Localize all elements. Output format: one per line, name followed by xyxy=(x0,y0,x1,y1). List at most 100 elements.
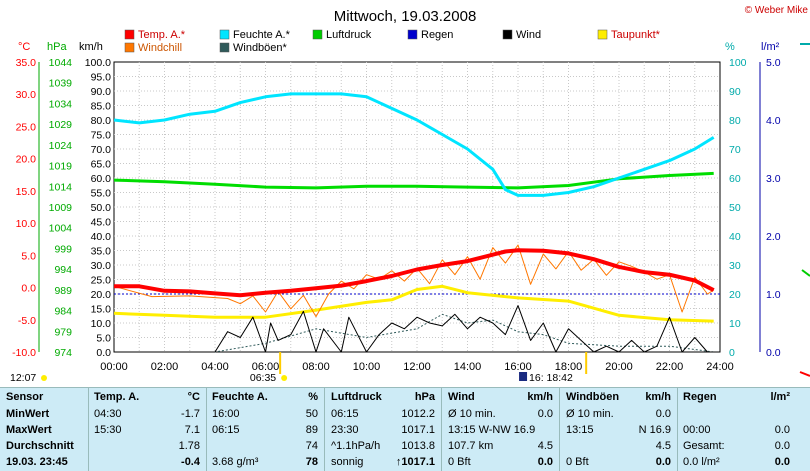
table-row-label: MinWert xyxy=(6,408,50,420)
table-cell-value: 74 xyxy=(305,440,318,452)
time-tick-label: 24:00 xyxy=(706,361,734,373)
pressure-tick-label: 979 xyxy=(54,326,72,338)
table-cell-time: 06:15 xyxy=(331,408,359,420)
wind-tick-label: 35.0 xyxy=(91,246,112,258)
table-header-unit: hPa xyxy=(414,391,435,403)
table-cell-time: 06:15 xyxy=(212,424,240,436)
rain-tick-label: 4.0 xyxy=(766,115,781,127)
left-time-label: 12:07 xyxy=(10,372,36,384)
table-cell-time: 107.7 km xyxy=(448,440,494,452)
time-tick-label: 04:00 xyxy=(201,361,229,373)
sun-time-bar: 12:07 06:35 16: 18:42 xyxy=(10,352,588,384)
table-cell-time: 13:15 xyxy=(566,424,594,436)
time-tick-label: 00:00 xyxy=(100,361,128,373)
table-cell-time: Gesamt: xyxy=(683,440,725,452)
rain-tick-label: 2.0 xyxy=(766,231,781,243)
temp-tick-label: 0.0 xyxy=(21,283,36,295)
wind-tick-label: 95.0 xyxy=(91,72,112,84)
wind-tick-label: 50.0 xyxy=(91,202,112,214)
table-cell-value: 1017.1 xyxy=(401,424,435,436)
pressure-axis-unit: hPa xyxy=(47,41,67,53)
wind-tick-label: 100.0 xyxy=(85,57,111,69)
table-cell-value: 50 xyxy=(305,408,318,420)
wind-tick-label: 25.0 xyxy=(91,275,112,287)
table-cell-value: 0.0 xyxy=(537,456,553,468)
pressure-tick-label: 1039 xyxy=(49,78,73,90)
legend-label: Luftdruck xyxy=(326,29,372,41)
pressure-tick-label: 1004 xyxy=(49,223,73,235)
edge-mark xyxy=(799,371,810,377)
table-cell-time: sonnig xyxy=(331,456,364,468)
pressure-tick-label: 1024 xyxy=(49,140,73,152)
temp-tick-label: 30.0 xyxy=(16,89,37,101)
table-header-unit: °C xyxy=(187,391,200,403)
table-cell-value: 1.78 xyxy=(178,440,200,452)
sunset-label: 16: 18:42 xyxy=(529,372,573,384)
wind-tick-label: 10.0 xyxy=(91,318,112,330)
series-line-temp-a xyxy=(114,248,715,298)
table-cell-value: 78 xyxy=(305,456,318,468)
table-cell-time: Ø 10 min. xyxy=(448,408,496,420)
axis-unit-headers: °C hPa km/h% l/m² xyxy=(18,41,780,53)
legend-swatch xyxy=(502,29,513,40)
table-header: Wind xyxy=(448,391,475,403)
pressure-tick-label: 984 xyxy=(54,306,72,318)
table-cell-value: 89 xyxy=(305,424,318,436)
table-header: Luftdruck xyxy=(331,391,382,403)
legend-label: Wind xyxy=(516,29,541,41)
wind-tick-label: 70.0 xyxy=(91,144,112,156)
x-axis-ticks: 00:00 02:00 04:00 06:00 08:00 10:00 12:00 14:00… xyxy=(100,361,734,373)
table-cell-value: 0.0 xyxy=(774,424,790,436)
wind-tick-label: 60.0 xyxy=(91,173,112,185)
table-cell-value: 1013.8 xyxy=(401,440,435,452)
legend-swatch xyxy=(219,42,230,53)
humidity-tick-label: 0 xyxy=(729,347,735,359)
table-cell-time: 0.0 l/m² xyxy=(683,456,720,468)
table-column-separator xyxy=(559,387,560,471)
table-column-separator xyxy=(88,387,89,471)
table-cell-time: 13:15 W-NW 16.9 xyxy=(448,424,536,436)
table-cell-value: 7.1 xyxy=(184,424,200,436)
pressure-tick-label: 994 xyxy=(54,264,72,276)
humidity-axis-unit: % xyxy=(725,41,735,53)
pressure-tick-label: 999 xyxy=(54,243,72,255)
table-header: Sensor xyxy=(6,391,44,403)
wind-tick-label: 30.0 xyxy=(91,260,112,272)
right-edge-strip xyxy=(799,43,810,377)
temp-tick-label: 10.0 xyxy=(16,218,37,230)
edge-mark xyxy=(801,269,810,277)
time-tick-label: 12:00 xyxy=(403,361,431,373)
table-cell-value: 0.0 xyxy=(655,408,671,420)
table-header-unit: km/h xyxy=(527,391,553,403)
table-cell-time: 0 Bft xyxy=(448,456,471,468)
wind-tick-label: 85.0 xyxy=(91,101,112,113)
time-tick-label: 06:00 xyxy=(252,361,280,373)
legend-label: Taupunkt* xyxy=(611,29,661,41)
rain-tick-label: 1.0 xyxy=(766,289,781,301)
legend-label: Windböen* xyxy=(233,42,288,54)
legend-swatch xyxy=(407,29,418,40)
table-cell-value: ↑1017.1 xyxy=(395,456,435,468)
wind-tick-label: 45.0 xyxy=(91,217,112,229)
pressure-tick-label: 974 xyxy=(54,347,72,359)
humidity-tick-label: 40 xyxy=(729,231,741,243)
legend-swatch xyxy=(124,42,135,53)
humidity-tick-label: 100 xyxy=(729,57,747,69)
table-header: Windböen xyxy=(566,391,620,403)
wind-tick-label: 75.0 xyxy=(91,130,112,142)
table-row-label: 19.03. 23:45 xyxy=(6,456,68,468)
wind-tick-label: 55.0 xyxy=(91,188,112,200)
table-cell-value: N 16.9 xyxy=(638,424,671,436)
legend-label: Windchill xyxy=(138,42,182,54)
wind-tick-label: 20.0 xyxy=(91,289,112,301)
humidity-tick-label: 10 xyxy=(729,318,741,330)
wind-tick-label: 80.0 xyxy=(91,115,112,127)
series-line-feuchte-a xyxy=(113,92,715,197)
wind-tick-label: 15.0 xyxy=(91,304,112,316)
table-cell-time: 00:00 xyxy=(683,424,711,436)
legend-label: Feuchte A.* xyxy=(233,29,291,41)
wind-axis-unit: km/h xyxy=(79,41,103,53)
table-cell-value: 0.0 xyxy=(774,456,790,468)
temp-tick-label: 5.0 xyxy=(21,250,36,262)
